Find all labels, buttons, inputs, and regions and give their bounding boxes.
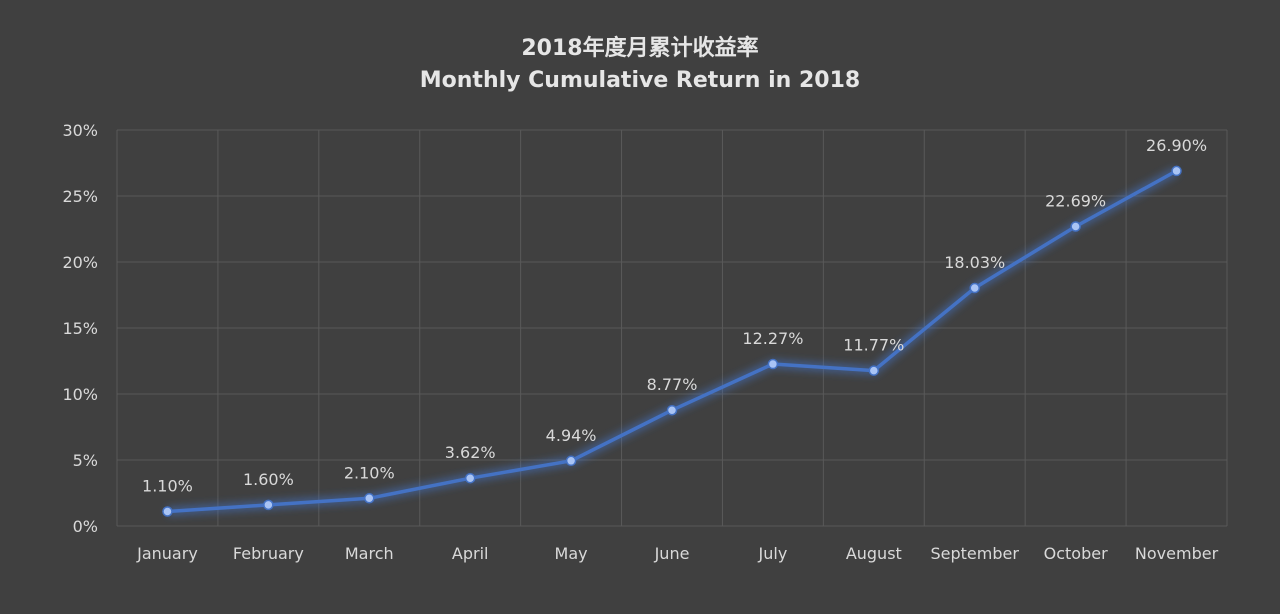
- data-point: [969, 282, 980, 294]
- x-tick-label: February: [233, 544, 304, 563]
- x-tick-label: July: [758, 544, 788, 563]
- y-tick-label: 10%: [62, 385, 98, 404]
- chart-title: 2018年度月累计收益率: [521, 36, 759, 61]
- data-point: [565, 455, 577, 467]
- data-point: [1171, 165, 1182, 177]
- data-point: [666, 404, 678, 416]
- y-tick-label: 5%: [73, 451, 98, 470]
- data-label: 1.60%: [243, 470, 294, 489]
- chart-subtitle: Monthly Cumulative Return in 2018: [419, 68, 861, 93]
- x-tick-label: June: [654, 544, 690, 563]
- data-point: [263, 499, 274, 511]
- x-tick-label: March: [345, 544, 394, 563]
- y-tick-label: 0%: [73, 517, 98, 536]
- x-tick-label: October: [1044, 544, 1108, 563]
- y-tick-label: 25%: [62, 187, 98, 206]
- axes: 0% 5% 10% 15% 20% 25% 30% January February March A…: [62, 121, 1218, 563]
- data-point: [868, 365, 880, 376]
- x-tick-label: September: [931, 544, 1020, 563]
- x-tick-label: August: [846, 544, 902, 563]
- y-tick-label: 15%: [62, 319, 98, 338]
- data-point: [1070, 221, 1081, 232]
- data-labels: 1.10% 1.60% 2.10% 3.62% 4.94% 8.77% 12.27% 11.7…: [142, 136, 1207, 496]
- data-label: 8.77%: [647, 375, 698, 394]
- data-point: [162, 506, 173, 517]
- y-tick-label: 30%: [62, 121, 98, 140]
- x-tick-label: May: [555, 544, 588, 563]
- data-label: 1.10%: [142, 476, 193, 495]
- grid: [116, 129, 1228, 527]
- y-tick-label: 20%: [62, 253, 98, 272]
- data-label: 18.03%: [944, 253, 1005, 272]
- data-point: [364, 493, 375, 504]
- data-label: 3.62%: [445, 443, 496, 462]
- data-label: 2.10%: [344, 463, 395, 482]
- x-tick-label: April: [452, 544, 489, 563]
- data-point: [464, 472, 476, 484]
- series: [162, 165, 1182, 517]
- data-label: 4.94%: [546, 426, 597, 445]
- data-label: 12.27%: [742, 329, 803, 348]
- data-label: 22.69%: [1045, 191, 1106, 210]
- x-tick-label: January: [136, 544, 198, 563]
- data-label: 11.77%: [843, 336, 904, 355]
- x-tick-label: November: [1135, 544, 1219, 563]
- data-point: [767, 358, 779, 370]
- data-label: 26.90%: [1146, 136, 1207, 155]
